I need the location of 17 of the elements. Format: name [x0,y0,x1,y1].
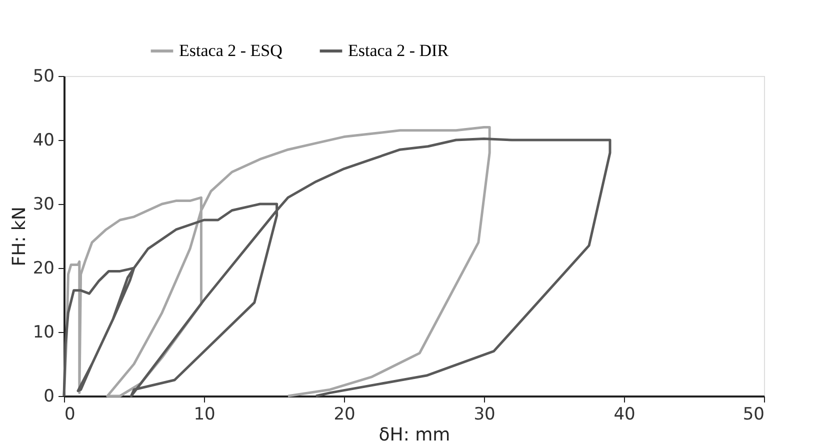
y-tick-label: 0 [44,386,54,406]
x-tick-label: 10 [194,404,216,424]
x-tick-label: 20 [334,404,356,424]
y-tick-label: 50 [32,66,54,86]
legend-label: Estaca 2 - ESQ [179,41,282,60]
y-tick-label: 10 [32,322,54,342]
x-tick-label: 40 [614,404,636,424]
legend-label: Estaca 2 - DIR [348,41,450,60]
x-tick-label: 50 [742,404,764,424]
y-tick-label: 40 [32,130,54,150]
x-axis-title: δH: mm [378,424,450,445]
x-tick-label: 30 [474,404,496,424]
y-tick-label: 30 [32,194,54,214]
line-series [62,137,612,398]
y-tick-label: 20 [32,258,54,278]
y-axis-title: FH: kN [8,206,30,266]
x-tick-label: 0 [64,404,76,424]
